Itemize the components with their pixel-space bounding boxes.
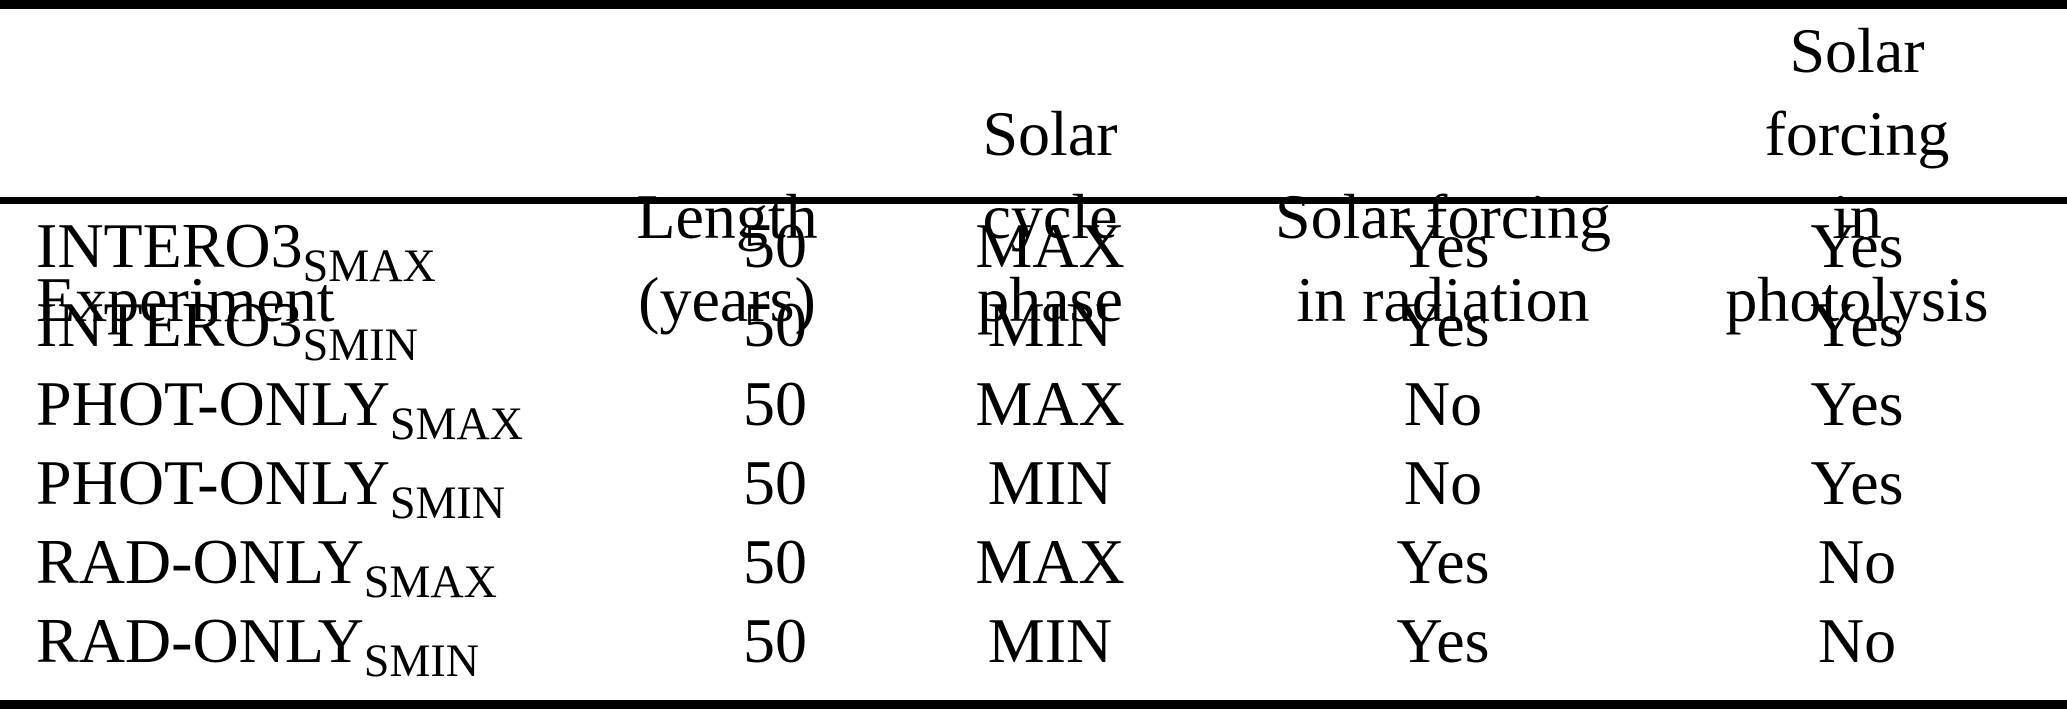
solar-cycle-phase-cell: MIN <box>987 604 1113 676</box>
length-cell: 50 <box>743 604 807 676</box>
length-cell: 50 <box>743 446 807 518</box>
experiment-name-cell: PHOT-ONLYSMIN <box>0 450 620 526</box>
solar-forcing-radiation-cell: Yes <box>1396 288 1490 360</box>
solar-forcing-radiation-cell: Yes <box>1396 525 1490 597</box>
experiment-subscript: SMAX <box>363 556 497 608</box>
column-header-experiment-label: Experiment <box>36 264 335 335</box>
length-cell: 50 <box>743 367 807 439</box>
solar-forcing-radiation-cell: Yes <box>1396 604 1490 676</box>
experiment-subscript: SMAX <box>302 240 436 292</box>
solar-forcing-photolysis-cell: Yes <box>1810 288 1904 360</box>
experiment-name-cell: INTERO3SMIN <box>0 292 620 368</box>
experiment-subscript: SMIN <box>302 319 418 371</box>
experiment-name: RAD-ONLY <box>36 604 364 676</box>
experiment-name-cell: INTERO3SMAX <box>0 213 620 289</box>
solar-forcing-photolysis-cell: Yes <box>1810 446 1904 518</box>
table-body: INTERO3SMAX 50 MAX Yes Yes INTERO3SMIN 5… <box>0 204 2067 684</box>
length-cell: 50 <box>743 525 807 597</box>
length-cell: 50 <box>743 209 807 281</box>
length-cell: 50 <box>743 288 807 360</box>
experiment-name: PHOT-ONLY <box>36 367 390 439</box>
experiment-name-cell: RAD-ONLYSMAX <box>0 529 620 605</box>
solar-cycle-phase-cell: MAX <box>975 209 1125 281</box>
experiment-subscript: SMIN <box>389 477 506 529</box>
solar-forcing-radiation-cell: No <box>1403 367 1483 439</box>
column-header-solar-cycle-phase: Solar cycle phase <box>977 98 1123 335</box>
experiment-name: PHOT-ONLY <box>36 446 390 518</box>
table-row: PHOT-ONLYSMAX 50 MAX No Yes <box>0 364 2067 447</box>
solar-forcing-photolysis-cell: Yes <box>1810 209 1904 281</box>
table-row: RAD-ONLYSMIN 50 MIN Yes No <box>0 601 2067 684</box>
column-header-solar-forcing-in-photolysis: Solar forcing in photolysis <box>1725 15 1989 335</box>
experiment-subscript: SMIN <box>363 635 479 687</box>
experiment-name-cell: PHOT-ONLYSMAX <box>0 371 620 447</box>
table-row: PHOT-ONLYSMIN 50 MIN No Yes <box>0 443 2067 526</box>
experiment-name: INTERO3 <box>36 209 303 281</box>
solar-cycle-phase-cell: MAX <box>975 367 1125 439</box>
experiment-name: INTERO3 <box>36 288 303 360</box>
table-row: INTERO3SMIN 50 MIN Yes Yes <box>0 285 2067 368</box>
table-row: RAD-ONLYSMAX 50 MAX Yes No <box>0 522 2067 605</box>
table-header-separator-rule <box>0 197 2067 204</box>
column-header-length-years: Length (years) <box>636 181 818 335</box>
table-top-rule <box>0 0 2067 9</box>
solar-forcing-photolysis-cell: Yes <box>1810 367 1904 439</box>
table-row: INTERO3SMAX 50 MAX Yes Yes <box>0 206 2067 289</box>
solar-cycle-phase-cell: MIN <box>987 446 1113 518</box>
column-header-experiment: Experiment <box>0 258 620 341</box>
table-header-row: Experiment Length (years) Solar cycle ph… <box>0 9 2067 335</box>
solar-cycle-phase-cell: MIN <box>987 288 1113 360</box>
experiment-subscript: SMAX <box>389 398 524 450</box>
solar-forcing-photolysis-cell: No <box>1817 604 1897 676</box>
solar-forcing-radiation-cell: No <box>1403 446 1483 518</box>
table-bottom-rule <box>0 700 2067 709</box>
solar-cycle-phase-cell: MAX <box>975 525 1125 597</box>
column-header-solar-forcing-in-radiation: Solar forcing in radiation <box>1275 181 1611 335</box>
solar-forcing-photolysis-cell: No <box>1817 525 1897 597</box>
experiment-name-cell: RAD-ONLYSMIN <box>0 608 620 684</box>
experiment-name: RAD-ONLY <box>36 525 364 597</box>
solar-forcing-radiation-cell: Yes <box>1396 209 1490 281</box>
